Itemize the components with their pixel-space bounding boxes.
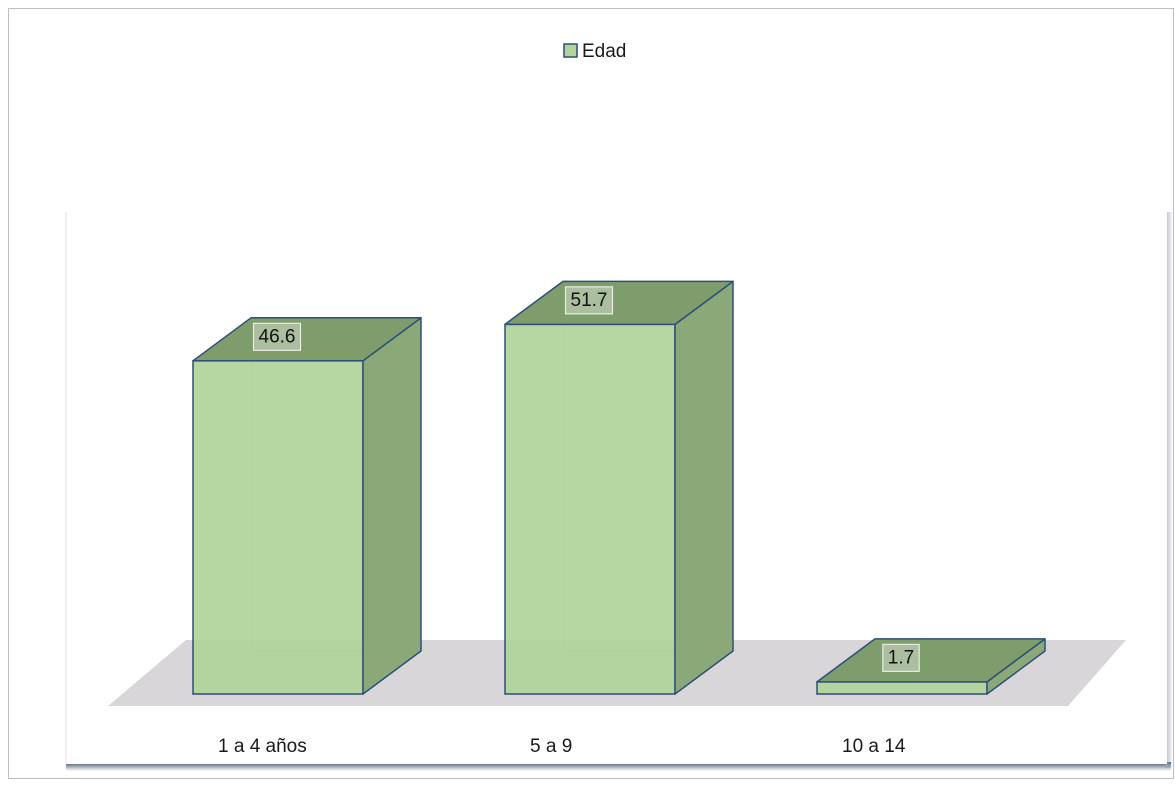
bars-group <box>192 280 1046 695</box>
x-tick-label: 5 a 9 <box>530 736 572 757</box>
data-label-value: 46.6 <box>259 326 296 347</box>
bar-top-face <box>192 317 422 362</box>
data-label-1: 51.7 <box>564 286 614 315</box>
bar-top-face <box>504 280 734 326</box>
data-label-value: 51.7 <box>571 290 608 311</box>
legend-label-edad: Edad <box>582 41 626 62</box>
bar-2 <box>816 638 1046 695</box>
data-label-box <box>564 286 614 315</box>
x-axis-labels: 1 a 4 años 5 a 9 10 a 14 <box>218 736 906 757</box>
bar-front-face <box>504 323 676 695</box>
data-label-box <box>882 643 920 672</box>
legend: Edad <box>563 41 626 62</box>
data-label-0: 46.6 <box>252 322 302 351</box>
chart-outer-border <box>8 8 1174 779</box>
bar-front-face <box>192 360 364 695</box>
bar-0 <box>192 317 422 695</box>
bar-side-face <box>362 317 422 695</box>
legend-swatch-edad <box>563 43 578 58</box>
x-tick-label: 1 a 4 años <box>218 736 307 757</box>
bar-side-face <box>674 280 734 695</box>
bar-1 <box>504 280 734 695</box>
data-label-box <box>252 322 302 351</box>
data-label-2: 1.7 <box>882 643 920 672</box>
x-tick-label: 10 a 14 <box>842 736 906 757</box>
data-label-value: 1.7 <box>888 647 914 668</box>
bar-top-face <box>816 638 1046 683</box>
bar-front-face <box>816 681 988 695</box>
data-labels: 46.6 51.7 1.7 <box>252 286 920 672</box>
